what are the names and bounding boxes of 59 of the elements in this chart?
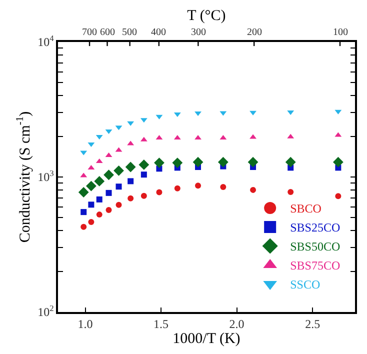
point: [78, 187, 89, 198]
point: [220, 184, 226, 190]
x-tick-label: 1.0: [78, 317, 93, 332]
point: [88, 202, 94, 208]
annotation: 400: [151, 27, 166, 38]
annotation: 500: [122, 27, 137, 38]
point: [104, 170, 114, 180]
annotation: 600: [100, 27, 115, 38]
annotation: 300: [191, 27, 206, 38]
y-tick-label: 10$^{2}$: [38, 304, 54, 320]
point: [140, 192, 147, 199]
point: [128, 178, 134, 184]
point: [218, 156, 228, 168]
point: [156, 189, 162, 196]
point: [125, 162, 136, 172]
point: [94, 176, 105, 186]
point: [80, 224, 87, 230]
point: [80, 209, 87, 216]
x-axis-title: 1000/T (K): [172, 331, 240, 348]
point: [250, 110, 256, 116]
point: [116, 202, 122, 208]
x-tick-label: 1.5: [154, 317, 169, 332]
point: [128, 195, 134, 202]
point: [172, 158, 183, 168]
legend-label: SBCO: [290, 202, 322, 216]
legend-label: SBS75CO: [290, 258, 340, 273]
annotation: 700: [82, 27, 97, 38]
y-tick-label: 10$^{3}$: [38, 169, 54, 184]
point: [195, 182, 202, 189]
point: [88, 219, 94, 226]
point: [96, 196, 102, 202]
legend-label: SSCO: [290, 278, 320, 292]
x-tick-label: 2.5: [305, 317, 320, 332]
annotation: 200: [247, 27, 262, 38]
y-tick-label: 10$^{4}$: [38, 34, 55, 50]
annotation: 100: [333, 27, 348, 38]
legend-label: SBS50CO: [290, 240, 340, 254]
point: [332, 156, 344, 168]
x-tick-label: 2.0: [229, 317, 244, 332]
point: [140, 172, 147, 178]
point: [138, 160, 150, 170]
point: [250, 186, 256, 193]
point: [86, 180, 96, 192]
point: [250, 134, 256, 139]
point: [96, 212, 102, 218]
point: [116, 184, 122, 190]
x2-axis-title: T (°C): [187, 8, 226, 24]
legend-label: SBS25CO: [290, 220, 340, 235]
point: [285, 156, 296, 168]
point: [288, 189, 294, 196]
point: [114, 165, 124, 176]
point: [248, 156, 258, 168]
point: [154, 158, 164, 168]
point: [106, 206, 112, 213]
point: [194, 134, 202, 140]
point: [106, 190, 112, 196]
point: [335, 193, 342, 200]
point: [192, 156, 204, 168]
point: [174, 185, 180, 192]
